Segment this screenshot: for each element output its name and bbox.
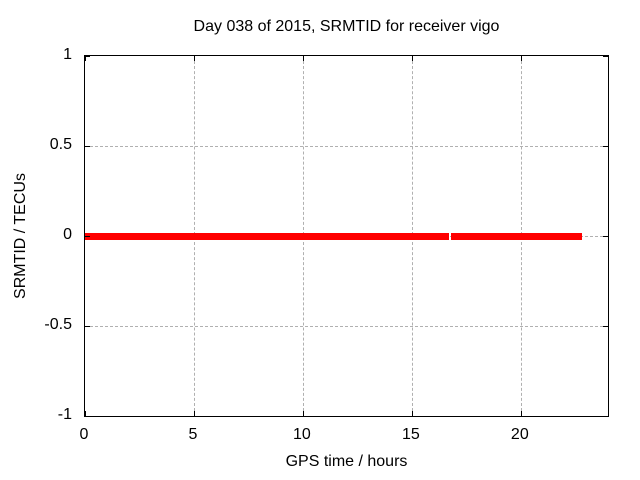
x-tick-mark-bottom: [302, 411, 304, 416]
y-tick-mark-left: [85, 416, 90, 417]
x-tick-label: 5: [188, 426, 198, 443]
x-tick-label: 20: [510, 426, 529, 443]
x-tick-label: 0: [79, 426, 89, 443]
series-line-segment: [451, 232, 582, 240]
x-tick-mark-bottom: [193, 411, 195, 416]
x-tick-mark-bottom: [411, 411, 413, 416]
plot-area: [84, 55, 609, 417]
y-tick-mark-right: [603, 236, 608, 237]
x-tick-mark-top: [193, 56, 195, 61]
x-axis-label: GPS time / hours: [285, 453, 408, 470]
y-tick-mark-right: [603, 326, 608, 327]
x-tick-label: 10: [293, 426, 311, 443]
x-tick-mark-bottom: [85, 411, 86, 416]
y-tick-mark-left: [85, 146, 90, 147]
y-tick-label: -0.5: [44, 316, 72, 333]
y-tick-mark-right: [603, 56, 608, 57]
y-tick-mark-left: [85, 56, 90, 57]
y-tick-mark-left: [85, 236, 90, 237]
x-tick-mark-top: [520, 56, 522, 61]
y-tick-mark-right: [603, 146, 608, 147]
y-gridline: [85, 146, 608, 147]
series-line-segment: [85, 232, 449, 240]
y-tick-mark-right: [603, 416, 608, 417]
y-tick-label: -1: [57, 406, 72, 423]
y-tick-label: 1: [63, 46, 72, 63]
x-tick-mark-top: [411, 56, 413, 61]
y-tick-label: 0: [63, 226, 72, 243]
y-tick-mark-left: [85, 326, 90, 327]
x-tick-label: 15: [401, 426, 420, 443]
x-tick-mark-top: [302, 56, 304, 61]
y-tick-label: 0.5: [49, 136, 72, 153]
x-tick-mark-bottom: [520, 411, 522, 416]
chart-title: Day 038 of 2015, SRMTID for receiver vig…: [193, 18, 500, 35]
x-tick-mark-top: [85, 56, 86, 61]
y-gridline: [85, 326, 608, 327]
